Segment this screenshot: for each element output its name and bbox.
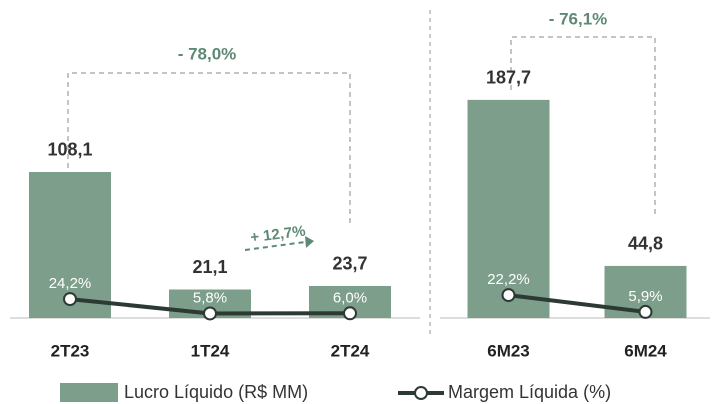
bar — [467, 99, 550, 319]
data-label: 23,7 — [332, 254, 367, 274]
annotation: - 78,0% — [178, 44, 237, 63]
legend-label: Lucro Líquido (R$ MM) — [124, 382, 308, 402]
legend-swatch — [60, 383, 118, 402]
arrow-head — [305, 236, 314, 248]
x-tick-label: 1T24 — [191, 341, 230, 360]
annotation: - 76,1% — [549, 9, 608, 28]
annotation: + 12,7% — [249, 223, 306, 247]
marker — [63, 292, 77, 307]
bracket — [67, 72, 351, 225]
line — [508, 293, 646, 314]
data-label: 5,9% — [628, 288, 662, 305]
legend-marker — [414, 386, 428, 400]
marker — [203, 306, 217, 321]
trend-arrow — [244, 241, 306, 251]
legend-label: Margem Líquida (%) — [448, 382, 611, 402]
data-label: 24,2% — [49, 275, 92, 292]
x-tick-label: 2T23 — [51, 341, 90, 360]
data-label: 44,8 — [628, 234, 663, 254]
data-label: 108,1 — [47, 140, 92, 160]
data-label: 187,7 — [486, 68, 531, 88]
marker — [638, 304, 653, 319]
x-tick-label: 2T24 — [331, 341, 370, 360]
data-label: 21,1 — [192, 257, 227, 277]
x-tick-label: 6M23 — [487, 341, 530, 360]
data-label: 22,2% — [487, 271, 530, 288]
data-label: 6,0% — [333, 289, 367, 306]
marker — [501, 288, 516, 303]
x-tick-label: 6M24 — [624, 341, 667, 360]
data-label: 5,8% — [193, 289, 227, 306]
marker — [343, 306, 357, 321]
